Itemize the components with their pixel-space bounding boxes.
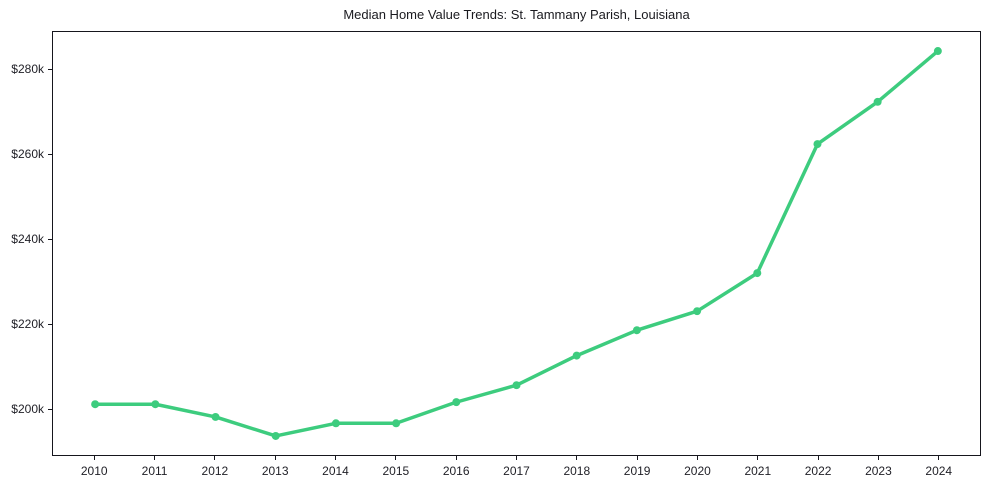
y-tick-mark [48, 323, 52, 325]
y-tick-mark [48, 68, 52, 70]
data-point-2021 [753, 269, 762, 278]
x-tick-mark [817, 456, 819, 460]
x-tick-label: 2021 [744, 464, 772, 478]
x-tick-label: 2018 [563, 464, 591, 478]
x-tick-label: 2024 [925, 464, 953, 478]
data-point-2024 [933, 47, 942, 56]
x-tick-mark [576, 456, 578, 460]
y-tick-label: $220k [11, 317, 44, 332]
x-tick-mark [274, 456, 276, 460]
y-tick-label: $260k [11, 147, 44, 162]
x-tick-label: 2011 [141, 464, 168, 478]
x-tick-mark [334, 456, 337, 460]
y-tick-mark [48, 408, 52, 410]
x-tick-label: 2017 [503, 464, 530, 478]
data-point-2015 [392, 419, 401, 428]
line-chart-svg [91, 47, 942, 440]
plot-area [52, 31, 981, 456]
x-tick-label: 2020 [684, 464, 711, 478]
x-tick-label: 2013 [261, 464, 289, 478]
trend-line [93, 49, 940, 438]
x-tick-mark [153, 456, 156, 460]
data-point-2011 [151, 400, 160, 409]
x-tick-mark [515, 456, 518, 460]
chart-title: Median Home Value Trends: St. Tammany Pa… [343, 7, 690, 22]
x-tick-label: 2016 [442, 464, 470, 478]
data-point-2010 [91, 400, 100, 409]
x-tick-mark [636, 456, 638, 460]
data-point-2013 [271, 431, 280, 440]
data-point-2012 [211, 412, 220, 421]
x-tick-label: 2023 [865, 464, 892, 478]
data-point-2023 [873, 97, 882, 106]
y-tick-label: $240k [11, 232, 44, 247]
data-point-2014 [331, 419, 340, 428]
x-tick-mark [938, 456, 940, 460]
x-tick-mark [696, 456, 699, 460]
x-tick-mark [395, 456, 397, 460]
y-tick-mark [48, 153, 52, 155]
x-tick-label: 2022 [804, 464, 832, 478]
y-tick-label: $280k [11, 62, 44, 77]
x-tick-mark [757, 456, 759, 460]
data-point-2017 [512, 381, 521, 390]
x-tick-label: 2019 [623, 464, 651, 478]
y-tick-mark [48, 238, 52, 240]
data-point-2022 [813, 140, 822, 149]
x-tick-label: 2010 [80, 464, 108, 478]
data-point-2016 [452, 398, 461, 407]
x-tick-label: 2014 [322, 464, 349, 478]
x-tick-mark [93, 456, 95, 460]
y-tick-label: $200k [11, 402, 44, 417]
x-tick-label: 2015 [382, 464, 410, 478]
data-point-2018 [572, 351, 581, 360]
x-tick-mark [455, 456, 457, 460]
x-tick-label: 2012 [201, 464, 229, 478]
data-point-2019 [632, 326, 641, 335]
x-tick-mark [877, 456, 880, 460]
data-point-2020 [693, 307, 702, 316]
x-tick-mark [214, 456, 216, 460]
